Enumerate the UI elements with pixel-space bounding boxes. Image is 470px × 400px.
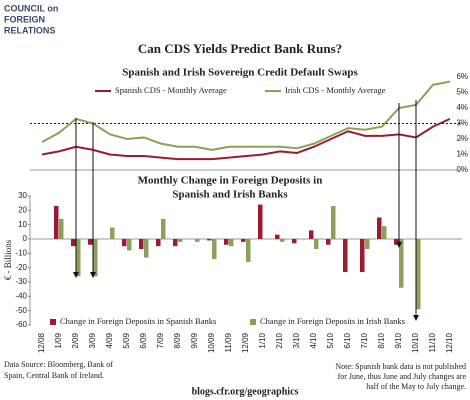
bar <box>246 239 251 262</box>
y-tick-label: -30 <box>15 277 27 286</box>
bar <box>173 239 178 247</box>
legend-label: Spanish CDS - Monthly Average <box>115 85 227 95</box>
y-tick-label: -10 <box>15 248 27 257</box>
x-tick-label: 12/10 <box>445 332 454 353</box>
subtitle: Spanish and Irish Sovereign Credit Defau… <box>122 67 358 79</box>
note: half of the May to July change. <box>366 382 466 391</box>
legend-swatch <box>250 319 256 325</box>
x-tick-label: 12/09 <box>241 332 250 353</box>
x-tick-label: 10/09 <box>207 332 216 353</box>
bar <box>292 239 297 244</box>
x-tick-label: 4/10 <box>309 332 318 348</box>
y-axis-label: € - Billions <box>3 239 13 280</box>
x-tick-label: 7/09 <box>156 332 165 348</box>
source: Data Source: Bloomberg, Bank of <box>4 360 113 369</box>
legend-label: Change in Foreign Deposits in Spanish Ba… <box>60 316 216 326</box>
bar <box>156 239 161 247</box>
x-tick-label: 4/09 <box>105 332 114 348</box>
bar <box>331 206 336 239</box>
legend-label: Change in Foreign Deposits in Irish Bank… <box>260 316 405 326</box>
bar <box>93 239 98 277</box>
x-tick-label: 9/09 <box>190 332 199 348</box>
series-line <box>41 80 451 151</box>
subtitle: Spanish and Irish Banks <box>172 189 288 201</box>
bar <box>195 239 200 242</box>
x-tick-label: 8/09 <box>173 332 182 348</box>
x-tick-label: 12/08 <box>37 332 46 353</box>
series-line <box>41 117 451 161</box>
source: Spain, Central Bank of Ireland. <box>4 371 104 380</box>
y-tick-label: 0 <box>23 234 28 243</box>
bar <box>326 239 331 245</box>
chart-title: Can CDS Yields Predict Bank Runs? <box>138 41 342 56</box>
url: blogs.cfr.org/geographics <box>192 386 299 397</box>
bar <box>139 239 144 250</box>
bar <box>258 204 263 239</box>
bar <box>212 239 217 260</box>
bar <box>416 239 421 310</box>
bar <box>365 239 370 250</box>
bar <box>399 239 404 288</box>
legend-swatch <box>50 319 56 325</box>
x-tick-label: 3/09 <box>88 332 97 348</box>
x-tick-label: 5/09 <box>122 332 131 348</box>
y-tick-label: 10 <box>18 220 27 229</box>
x-tick-label: 11/09 <box>224 332 233 352</box>
y-tick-label: -60 <box>15 320 27 329</box>
bar <box>161 218 166 239</box>
logo: RELATIONS <box>4 25 55 35</box>
bar <box>275 234 280 239</box>
bar <box>71 239 76 247</box>
x-tick-label: 6/09 <box>139 332 148 348</box>
x-tick-label: 10/10 <box>411 332 420 353</box>
x-tick-label: 6/10 <box>343 332 352 348</box>
x-tick-label: 2/10 <box>275 332 284 348</box>
x-tick-label: 3/10 <box>292 332 301 348</box>
bar <box>377 217 382 239</box>
bar <box>309 230 314 239</box>
x-tick-label: 2/09 <box>71 332 80 348</box>
bar <box>382 226 387 239</box>
logo: COUNCIL on <box>4 3 58 13</box>
note: for June, thus June and July changes are <box>338 372 467 381</box>
subtitle: Monthly Change in Foreign Deposits in <box>138 175 323 187</box>
logo: FOREIGN <box>4 14 45 24</box>
bar <box>76 239 81 277</box>
y-tick-label: 20 <box>18 205 27 214</box>
x-tick-label: 11/10 <box>428 332 437 352</box>
bar <box>229 239 234 247</box>
x-tick-label: 5/10 <box>326 332 335 348</box>
x-tick-label: 9/10 <box>394 332 403 348</box>
bar <box>394 239 399 245</box>
bar <box>54 206 59 239</box>
legend-label: Irish CDS - Monthly Average <box>285 85 386 95</box>
x-tick-label: 1/10 <box>258 332 267 348</box>
bar <box>59 218 64 239</box>
y-tick-label: -20 <box>15 263 27 272</box>
y-tick-label: -50 <box>15 306 27 315</box>
bar <box>224 239 229 245</box>
bar <box>178 239 183 242</box>
x-tick-label: 7/10 <box>360 332 369 348</box>
bar <box>360 239 365 272</box>
bar <box>207 239 212 241</box>
note: Note: Spanish bank data is not published <box>335 362 466 371</box>
bar <box>314 239 319 250</box>
bar <box>343 239 348 272</box>
bar <box>280 239 285 242</box>
x-tick-label: 8/10 <box>377 332 386 348</box>
bar <box>88 239 93 245</box>
bar <box>241 239 246 242</box>
bar <box>144 239 149 258</box>
y-tick-label: -40 <box>15 291 27 300</box>
y-tick-label: 30 <box>18 191 27 200</box>
x-tick-label: 1/09 <box>54 332 63 348</box>
bar <box>110 227 115 239</box>
bar <box>122 239 127 247</box>
bar <box>127 239 132 251</box>
